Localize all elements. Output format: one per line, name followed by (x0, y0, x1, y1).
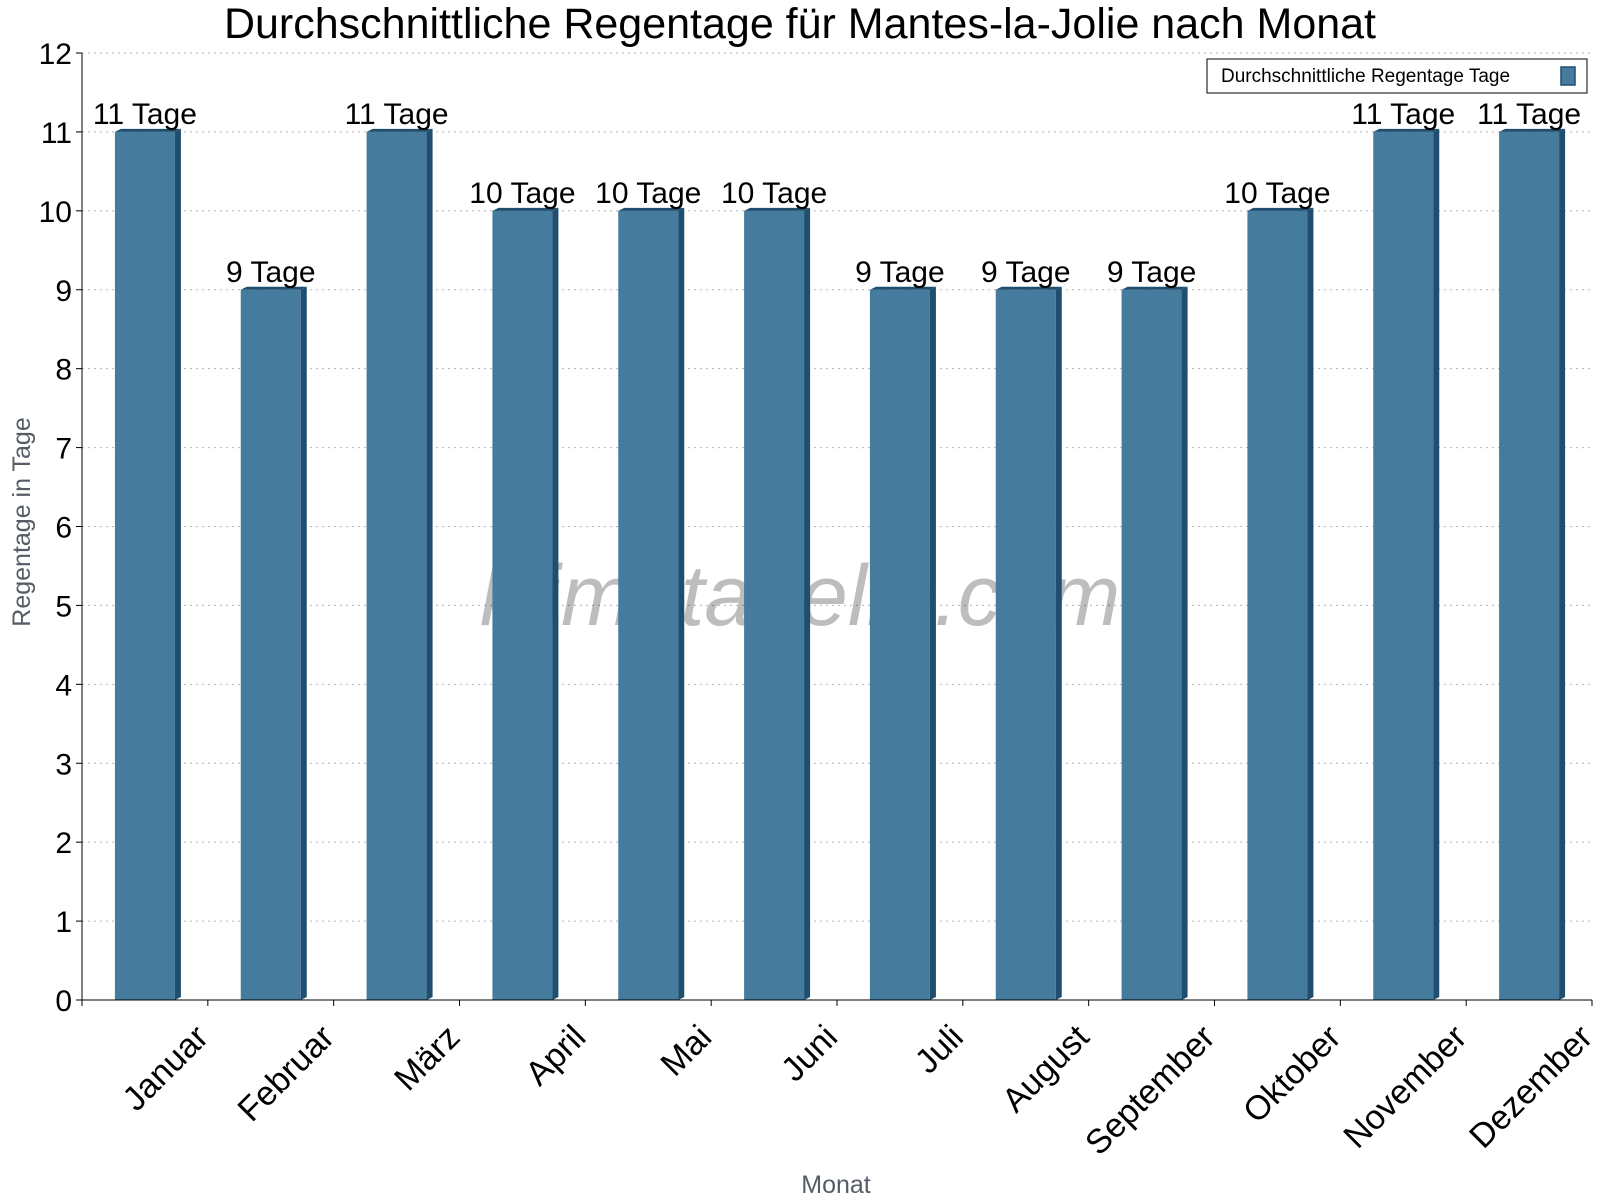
bar-side-6 (804, 207, 811, 1001)
bar-face-2 (240, 289, 301, 1000)
bar-9 (1121, 286, 1188, 1000)
legend: Durchschnittliche Regentage Tage (1206, 58, 1588, 94)
bar-face-8 (995, 289, 1056, 1000)
bar-face-10 (1247, 210, 1308, 1001)
y-tick-label-2: 2 (55, 827, 72, 860)
bar-face-3 (366, 131, 427, 1000)
x-tick-label-4: April (518, 1018, 593, 1093)
bar-11 (1373, 128, 1440, 1000)
bar-side-12 (1559, 128, 1566, 1000)
legend-label: Durchschnittliche Regentage Tage (1221, 66, 1510, 87)
data-label-5: 10 Tage (595, 177, 701, 210)
y-tick-label-0: 0 (55, 985, 72, 1018)
bar-side-8 (1055, 286, 1062, 1000)
bar-face-12 (1499, 131, 1560, 1000)
y-tick-label-11: 11 (41, 117, 72, 150)
bar-top-10 (1247, 207, 1314, 211)
bar-3 (366, 128, 433, 1000)
bar-top-3 (366, 128, 433, 132)
bar-face-9 (1121, 289, 1182, 1000)
x-tick-label-5: Mai (654, 1018, 720, 1084)
bar-top-8 (995, 286, 1062, 290)
bar-side-9 (1181, 286, 1188, 1000)
bar-face-7 (869, 289, 930, 1000)
bar-top-11 (1373, 128, 1440, 132)
bar-top-5 (618, 207, 685, 211)
legend-swatch (1560, 66, 1576, 86)
x-axis-label: Monat (801, 1171, 871, 1199)
legend-box (1206, 58, 1588, 94)
x-tick-label-8: August (995, 1018, 1097, 1120)
bar-top-1 (114, 128, 181, 132)
bar-side-10 (1307, 207, 1314, 1001)
bar-6 (744, 207, 811, 1001)
bar-top-4 (492, 207, 559, 211)
bar-side-2 (300, 286, 307, 1000)
bar-side-3 (426, 128, 433, 1000)
bar-face-1 (114, 131, 175, 1000)
bar-7 (869, 286, 936, 1000)
axes (81, 53, 1592, 1001)
bar-2 (240, 286, 307, 1000)
x-tick-label-2: Februar (231, 1018, 342, 1129)
x-tick-label-1: Januar (115, 1018, 215, 1118)
bar-face-11 (1373, 131, 1434, 1000)
y-axis-label: Regentage in Tage (8, 417, 36, 626)
data-label-1: 11 Tage (93, 98, 197, 131)
x-tick-label-11: November (1336, 1018, 1474, 1156)
bar-side-5 (678, 207, 685, 1001)
bar-face-4 (492, 210, 553, 1001)
data-labels: 11 Tage 9 Tage 11 Tage 10 Tage 10 Tage 10 Tag… (93, 98, 1581, 289)
bar-top-9 (1121, 286, 1188, 290)
x-tick-label-6: Juni (774, 1018, 845, 1089)
bar-side-7 (929, 286, 936, 1000)
bar-side-4 (552, 207, 559, 1001)
y-tick-label-5: 5 (55, 590, 72, 623)
bar-face-5 (618, 210, 679, 1001)
x-tick-label-7: Juli (908, 1018, 971, 1081)
data-label-4: 10 Tage (469, 177, 575, 210)
bar-side-11 (1433, 128, 1440, 1000)
y-tick-label-9: 9 (55, 275, 72, 308)
bar-5 (618, 207, 685, 1001)
bar-top-6 (744, 207, 811, 211)
grid-lines (82, 52, 1592, 922)
data-label-10: 10 Tage (1224, 177, 1330, 210)
y-tick-label-12: 12 (39, 38, 72, 71)
x-tick-label-10: Oktober (1236, 1018, 1348, 1130)
y-tick-label-4: 4 (55, 669, 72, 702)
y-tick-label-10: 10 (39, 196, 72, 229)
bar-face-6 (744, 210, 805, 1001)
data-label-7: 9 Tage (855, 256, 945, 289)
chart-title: Durchschnittliche Regentage für Mantes-l… (224, 0, 1376, 48)
x-tick-label-3: März (387, 1018, 467, 1098)
bar-top-7 (869, 286, 936, 290)
bars-group (114, 128, 1566, 1001)
bar-12 (1499, 128, 1566, 1000)
x-tick-label-12: Dezember (1462, 1018, 1600, 1156)
bar-8 (995, 286, 1062, 1000)
y-tick-label-1: 1 (55, 906, 72, 939)
data-label-6: 10 Tage (721, 177, 827, 210)
data-label-8: 9 Tage (981, 256, 1071, 289)
data-label-2: 9 Tage (226, 256, 316, 289)
x-tick-label-9: September (1078, 1018, 1222, 1162)
y-tick-label-7: 7 (55, 433, 72, 466)
y-tick-label-6: 6 (55, 512, 72, 545)
data-label-9: 9 Tage (1107, 256, 1197, 289)
bar-10 (1247, 207, 1314, 1001)
x-axis-ticks: Januar Februar März April Mai Juni Juli AugustS… (81, 1000, 1600, 1163)
y-tick-label-3: 3 (55, 748, 72, 781)
bar-4 (492, 207, 559, 1001)
bar-top-2 (240, 286, 307, 290)
bar-side-1 (174, 128, 181, 1000)
y-tick-label-8: 8 (55, 354, 72, 387)
data-label-12: 11 Tage (1477, 98, 1581, 131)
bar-1 (114, 128, 181, 1000)
bar-top-12 (1499, 128, 1566, 132)
data-label-3: 11 Tage (345, 98, 449, 131)
data-label-11: 11 Tage (1351, 98, 1455, 131)
